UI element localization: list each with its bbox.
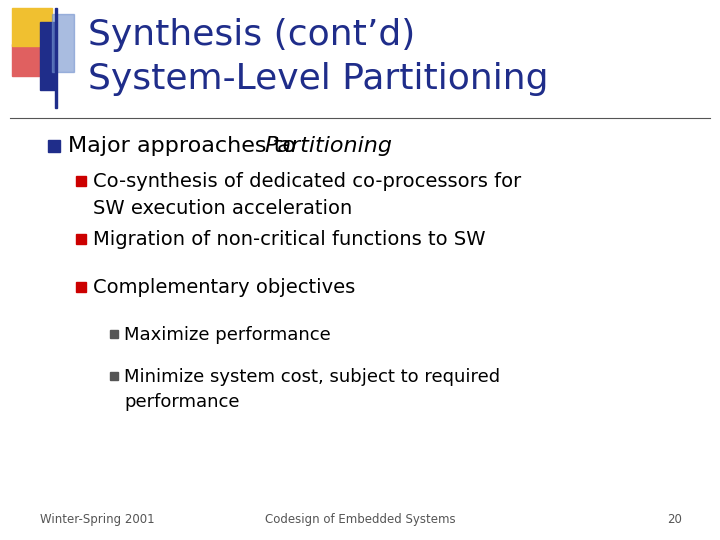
Bar — [110, 330, 118, 338]
Bar — [76, 282, 86, 292]
Bar — [12, 44, 44, 76]
Text: Maximize performance: Maximize performance — [124, 326, 330, 344]
Text: Migration of non-critical functions to SW: Migration of non-critical functions to S… — [93, 230, 485, 249]
Text: Major approaches to: Major approaches to — [68, 136, 303, 156]
Bar — [55, 8, 57, 108]
Bar — [12, 8, 52, 46]
Text: Co-synthesis of dedicated co-processors for
SW execution acceleration: Co-synthesis of dedicated co-processors … — [93, 172, 521, 218]
Bar — [76, 176, 86, 186]
Text: Winter-Spring 2001: Winter-Spring 2001 — [40, 513, 155, 526]
Bar — [52, 14, 74, 72]
Text: Minimize system cost, subject to required
performance: Minimize system cost, subject to require… — [124, 368, 500, 411]
Text: Codesign of Embedded Systems: Codesign of Embedded Systems — [265, 513, 455, 526]
Text: Complementary objectives: Complementary objectives — [93, 278, 355, 297]
Bar — [40, 22, 56, 90]
Text: 20: 20 — [667, 513, 682, 526]
Text: Partitioning: Partitioning — [264, 136, 392, 156]
Bar — [76, 234, 86, 244]
Bar — [48, 140, 60, 152]
Text: System-Level Partitioning: System-Level Partitioning — [88, 62, 549, 96]
Text: Synthesis (cont’d): Synthesis (cont’d) — [88, 18, 415, 52]
Bar — [110, 372, 118, 380]
